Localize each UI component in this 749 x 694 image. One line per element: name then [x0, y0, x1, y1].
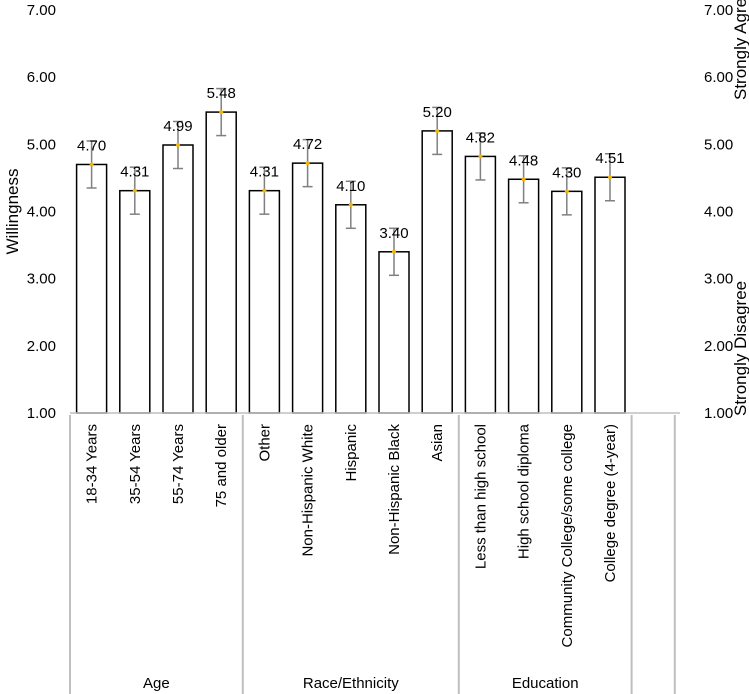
right-y-axis: 1.00 2.00 3.00 4.00 5.00 6.00 7.00 — [704, 2, 733, 422]
right-axis-label-top: Strongly Agree — [731, 0, 749, 100]
value-label: 4.99 — [163, 118, 192, 135]
error-bar — [518, 155, 529, 204]
error-bar — [475, 132, 486, 181]
bar — [205, 111, 237, 414]
y-tick-label: 2.00 — [27, 338, 56, 355]
value-label: 5.20 — [423, 104, 452, 121]
mean-marker — [392, 249, 396, 254]
value-label: 4.48 — [509, 152, 538, 169]
error-bar — [129, 166, 140, 215]
category-label: 35-54 Years — [127, 424, 144, 504]
group-label: Age — [143, 675, 170, 692]
bar — [421, 130, 453, 414]
bar — [119, 189, 151, 414]
error-bars — [86, 87, 615, 277]
mean-marker — [348, 202, 353, 207]
bar — [551, 190, 583, 414]
mean-marker — [435, 128, 440, 133]
bars — [75, 111, 626, 414]
category-label: Other — [256, 424, 273, 462]
error-bar — [302, 138, 313, 188]
bar — [75, 163, 108, 414]
value-label: 4.30 — [552, 164, 581, 181]
right-y-tick-label: 2.00 — [704, 338, 733, 355]
value-label: 4.72 — [293, 136, 322, 153]
bar — [507, 178, 540, 414]
category-label: College degree (4-year) — [602, 424, 619, 582]
mean-marker — [478, 154, 483, 159]
category-label: 55-74 Years — [170, 424, 187, 504]
mean-marker — [608, 175, 612, 180]
right-y-tick-label: 5.00 — [704, 136, 733, 153]
y-tick-label: 6.00 — [27, 69, 56, 86]
error-bar — [86, 140, 97, 189]
category-label: 75 and older — [213, 424, 230, 507]
mean-marker — [262, 188, 267, 193]
mean-marker — [305, 161, 310, 166]
category-label: Community College/some college — [559, 424, 576, 647]
error-bar — [605, 152, 615, 202]
group-label: Race/Ethnicity — [303, 675, 399, 692]
y-tick-label: 7.00 — [27, 2, 56, 19]
value-labels: 4.70 4.31 4.99 5.48 4.31 4.72 4.10 3.40 5.20 4.82… — [77, 85, 625, 242]
value-label: 4.10 — [336, 178, 365, 195]
value-label: 4.70 — [77, 137, 106, 154]
category-label: Non-Hispanic Black — [386, 424, 403, 555]
value-label: 4.31 — [250, 164, 279, 181]
error-bar — [345, 180, 356, 230]
bar — [335, 204, 367, 414]
value-label: 4.51 — [595, 150, 624, 167]
category-label: Less than high school — [472, 424, 489, 569]
category-label: Non-Hispanic White — [300, 424, 317, 557]
value-label: 4.31 — [120, 164, 149, 181]
group-label: Education — [512, 675, 579, 692]
bar — [162, 144, 194, 414]
category-labels: 18-34 Years 35-54 Years 55-74 Years 75 and … — [84, 423, 619, 647]
category-label: 18-34 Years — [84, 424, 101, 504]
y-axis-title: Willingness — [3, 169, 22, 255]
mean-marker — [219, 110, 224, 115]
right-y-tick-label: 4.00 — [704, 204, 733, 221]
y-tick-label: 1.00 — [27, 405, 56, 422]
error-bar — [561, 167, 572, 216]
y-tick-label: 3.00 — [27, 271, 56, 288]
value-label: 4.82 — [466, 129, 495, 146]
mean-marker — [89, 162, 94, 167]
right-y-tick-label: 1.00 — [704, 405, 733, 422]
y-tick-label: 5.00 — [27, 136, 56, 153]
right-y-tick-label: 7.00 — [704, 2, 733, 19]
mean-marker — [132, 188, 137, 193]
error-bar — [259, 166, 270, 215]
mean-marker — [564, 189, 569, 194]
right-y-tick-label: 3.00 — [704, 271, 733, 288]
value-label: 3.40 — [379, 225, 408, 242]
bar — [464, 155, 497, 414]
right-y-tick-label: 6.00 — [704, 69, 733, 86]
error-bar — [432, 106, 443, 156]
bar — [248, 189, 281, 414]
error-bar — [216, 87, 227, 137]
value-label: 5.48 — [207, 85, 236, 102]
bar — [594, 176, 626, 414]
error-bar — [173, 120, 183, 170]
category-label: Asian — [429, 424, 446, 462]
mean-marker — [176, 143, 180, 148]
bar — [378, 251, 410, 414]
right-axis-label-bottom: Strongly Disagree — [731, 281, 749, 416]
group-labels: Age Race/Ethnicity Education — [69, 415, 676, 694]
error-bar — [389, 227, 399, 277]
category-label: High school diploma — [516, 423, 533, 559]
y-tick-label: 4.00 — [27, 204, 56, 221]
category-label: Hispanic — [343, 424, 360, 482]
mean-marker — [521, 177, 526, 182]
left-y-axis: 1.00 2.00 3.00 4.00 5.00 6.00 7.00 — [27, 2, 56, 422]
bar — [291, 162, 324, 414]
